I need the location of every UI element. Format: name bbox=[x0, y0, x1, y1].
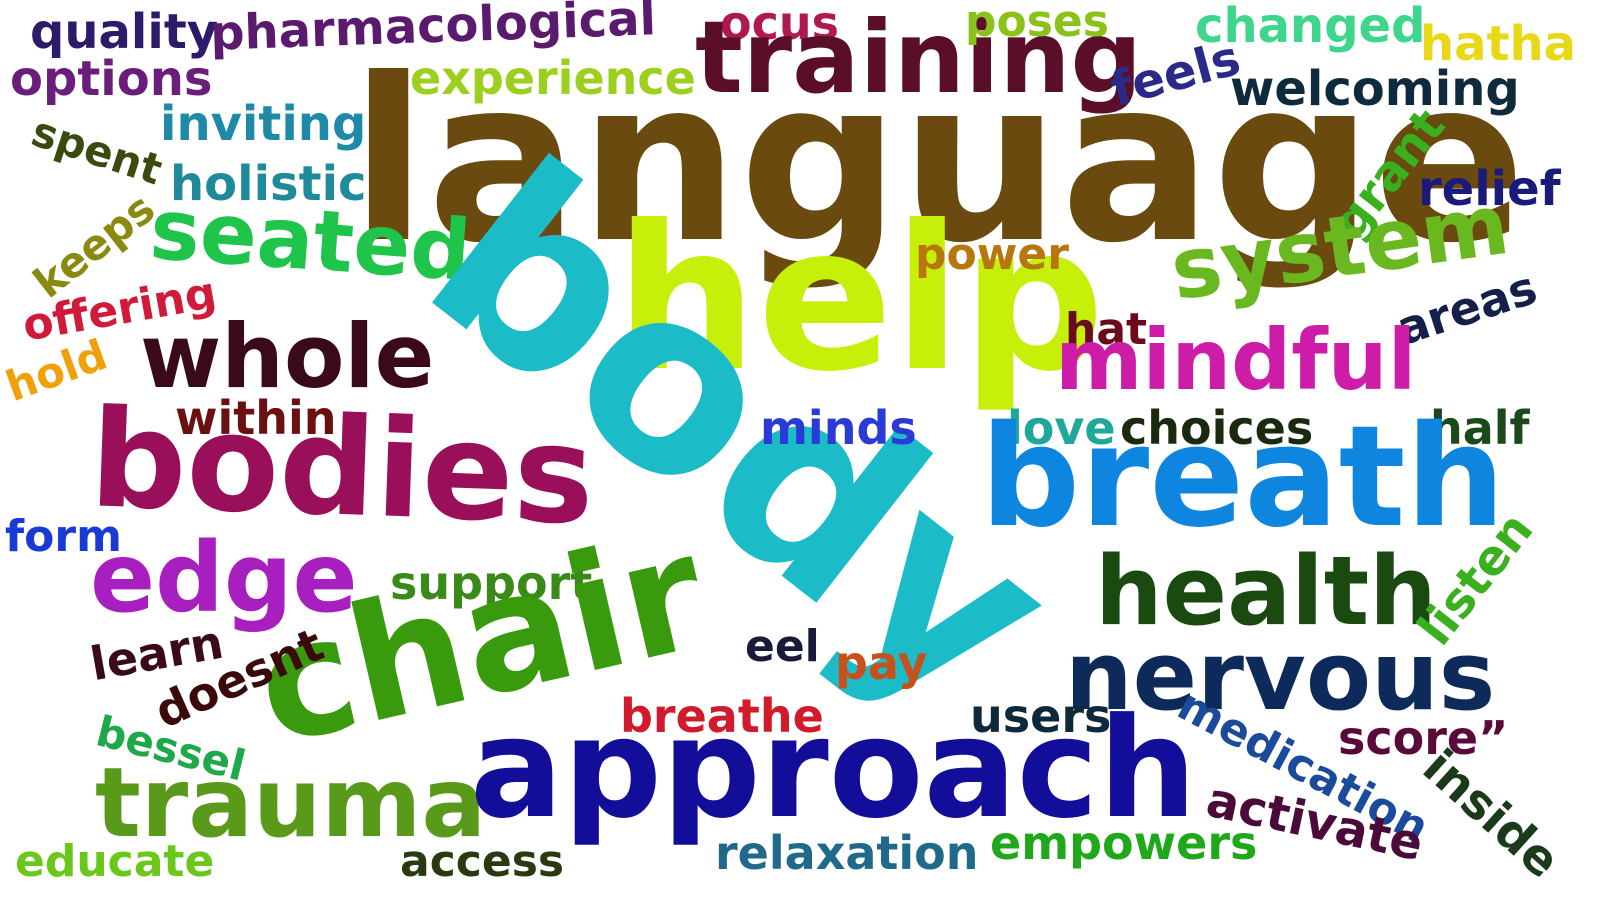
word-choices: choices bbox=[1120, 401, 1314, 455]
word-form: form bbox=[5, 511, 122, 562]
word-changed: changed bbox=[1195, 0, 1426, 54]
word-minds: minds bbox=[760, 401, 917, 455]
word-whole: whole bbox=[140, 305, 435, 408]
word-spent: spent bbox=[25, 106, 168, 195]
word-relaxation: relaxation bbox=[715, 826, 979, 880]
word-training: training bbox=[695, 0, 1143, 116]
word-holistic: holistic bbox=[170, 156, 367, 212]
word-hat: hat bbox=[1065, 304, 1148, 355]
word-support: support bbox=[390, 556, 593, 610]
word-users: users bbox=[970, 689, 1112, 743]
word-breath: breath bbox=[980, 396, 1506, 559]
word-access: access bbox=[400, 836, 565, 887]
word-welcoming: welcoming bbox=[1230, 61, 1520, 117]
word-breathe: breathe bbox=[620, 689, 824, 743]
word-trauma: trauma bbox=[95, 747, 487, 859]
word-love: love bbox=[1007, 401, 1116, 455]
word-health: health bbox=[1095, 537, 1437, 647]
word-options: options bbox=[10, 51, 213, 107]
word-ocus: ocus bbox=[720, 0, 839, 50]
word-experience: experience bbox=[410, 51, 696, 105]
word-poses: poses bbox=[965, 0, 1109, 47]
word-language: language bbox=[350, 31, 1526, 293]
word-quality: quality bbox=[30, 4, 219, 60]
word-relief: relief bbox=[1418, 161, 1561, 217]
word-half: half bbox=[1430, 401, 1530, 455]
word-score: score” bbox=[1338, 711, 1509, 765]
word-help: help bbox=[615, 183, 1105, 416]
word-nervous: nervous bbox=[1065, 622, 1496, 732]
word-inviting: inviting bbox=[160, 96, 367, 152]
word-bodies: bodies bbox=[87, 380, 597, 555]
word-within: within bbox=[175, 391, 337, 445]
word-edge: edge bbox=[90, 522, 358, 634]
word-eel: eel bbox=[745, 621, 820, 672]
word-pay: pay bbox=[835, 636, 928, 690]
word-approach: approach bbox=[470, 688, 1197, 849]
word-mindful: mindful bbox=[1055, 311, 1417, 409]
word-educate: educate bbox=[15, 836, 215, 887]
word-empowers: empowers bbox=[990, 816, 1258, 870]
word-power: power bbox=[915, 229, 1069, 280]
word-hatha: hatha bbox=[1420, 16, 1577, 72]
